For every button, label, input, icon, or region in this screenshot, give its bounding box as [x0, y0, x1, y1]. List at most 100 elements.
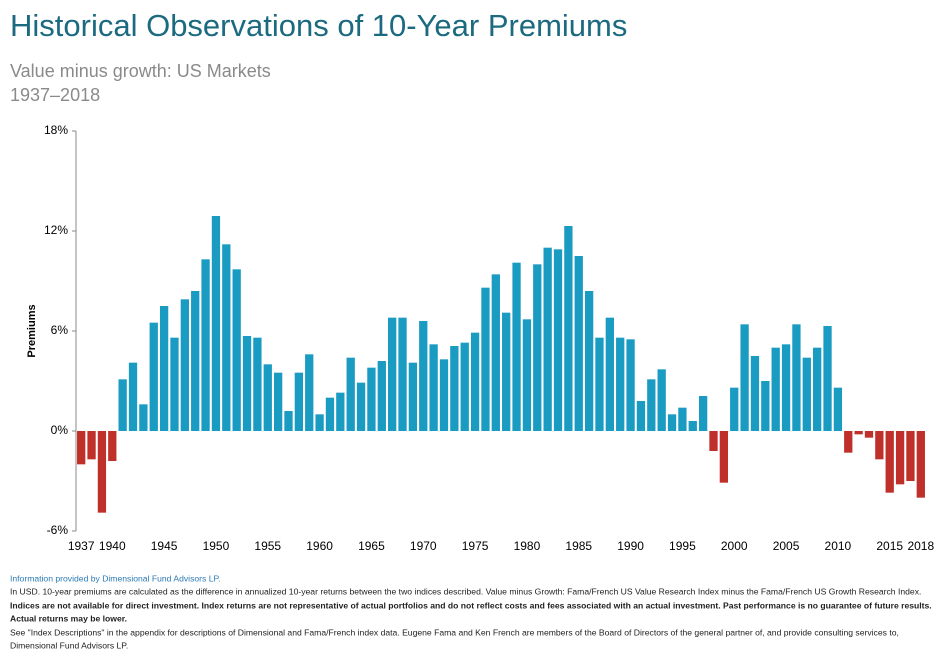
- bar: [533, 264, 542, 431]
- bar: [149, 322, 158, 431]
- bar: [263, 364, 272, 431]
- bar: [450, 346, 459, 431]
- y-tick-label: -6%: [47, 523, 69, 537]
- bar: [657, 369, 666, 431]
- bar: [429, 344, 438, 431]
- bar: [367, 367, 376, 431]
- bar: [813, 347, 822, 431]
- bar: [698, 396, 708, 431]
- bar: [77, 431, 86, 465]
- bar: [460, 342, 469, 431]
- bar: [139, 404, 148, 431]
- note: Indices are not available for direct inv…: [10, 600, 932, 610]
- bar: [180, 299, 189, 431]
- bar: [191, 291, 200, 431]
- y-axis-label: Premiums: [26, 304, 38, 357]
- bar: [439, 359, 449, 431]
- y-tick-label: 0%: [51, 423, 69, 437]
- bar: [553, 249, 563, 431]
- bar: [128, 362, 138, 431]
- bar: [398, 317, 407, 431]
- x-tick-label: 1990: [617, 539, 644, 553]
- bar: [419, 321, 428, 431]
- bar: [906, 431, 915, 481]
- bar: [688, 421, 697, 431]
- bar: [512, 262, 521, 431]
- x-tick-label: 1995: [669, 539, 696, 553]
- x-tick-label: 2018: [907, 539, 934, 553]
- bar: [605, 317, 614, 431]
- x-tick-label: 1970: [410, 539, 437, 553]
- bar: [294, 372, 304, 431]
- bar: [388, 317, 397, 431]
- bar: [242, 336, 252, 431]
- bar: [916, 431, 925, 498]
- bar: [470, 332, 480, 431]
- bar: [647, 379, 656, 431]
- bar: [211, 216, 221, 431]
- chart-title: Historical Observations of 10-Year Premi…: [10, 8, 627, 43]
- x-tick-label: 1980: [514, 539, 541, 553]
- source: Information provided by Dimensional Fund…: [10, 573, 221, 583]
- bar: [543, 247, 552, 431]
- note: In USD. 10-year premiums are calculated …: [10, 586, 921, 596]
- bar: [564, 226, 573, 431]
- bar: [232, 269, 241, 431]
- bar: [118, 379, 127, 431]
- x-tick-label: 1945: [151, 539, 178, 553]
- x-tick-label: 1965: [358, 539, 385, 553]
- bar: [823, 326, 832, 431]
- bar: [491, 274, 500, 431]
- bar: [730, 387, 739, 431]
- x-tick-label: 1937: [68, 539, 95, 553]
- bar: [408, 362, 418, 431]
- bar: [719, 431, 729, 483]
- x-tick-label: 2005: [773, 539, 800, 553]
- bar: [502, 312, 511, 431]
- bar: [626, 339, 635, 431]
- note: Actual returns may be lower.: [10, 613, 127, 623]
- x-tick-label: 1975: [462, 539, 489, 553]
- bar: [87, 431, 96, 460]
- bar: [781, 344, 791, 431]
- bar: [895, 431, 905, 485]
- bar: [595, 337, 604, 431]
- bar: [771, 347, 780, 431]
- x-tick-label: 1955: [254, 539, 281, 553]
- bar: [833, 387, 843, 431]
- bar: [761, 381, 770, 431]
- y-tick-label: 18%: [44, 123, 68, 137]
- y-tick-label: 12%: [44, 223, 68, 237]
- bar: [346, 357, 355, 431]
- note: Dimensional Fund Advisors LP.: [10, 640, 128, 650]
- bar: [315, 414, 324, 431]
- bar: [709, 431, 718, 451]
- bar: [284, 411, 293, 431]
- bar: [325, 397, 335, 431]
- bar: [253, 337, 262, 431]
- bar: [574, 256, 583, 431]
- bar: [636, 401, 646, 431]
- bar: [481, 287, 490, 431]
- bar: [377, 361, 386, 431]
- bar: [584, 291, 594, 431]
- bar: [885, 431, 894, 493]
- y-tick-label: 6%: [51, 323, 69, 337]
- x-tick-label: 2000: [721, 539, 748, 553]
- bar: [170, 337, 179, 431]
- x-tick-label: 2015: [876, 539, 903, 553]
- x-tick-label: 1950: [203, 539, 230, 553]
- bar: [201, 259, 210, 431]
- bar: [844, 431, 853, 453]
- bar: [305, 354, 314, 431]
- bar: [356, 382, 366, 431]
- bar: [336, 392, 345, 431]
- x-tick-label: 1985: [565, 539, 592, 553]
- bar: [97, 431, 107, 513]
- bar: [740, 324, 749, 431]
- chart-period: 1937–2018: [10, 85, 100, 105]
- bar: [792, 324, 801, 431]
- bar: [875, 431, 884, 460]
- note: See "Index Descriptions" in the appendix…: [10, 627, 899, 637]
